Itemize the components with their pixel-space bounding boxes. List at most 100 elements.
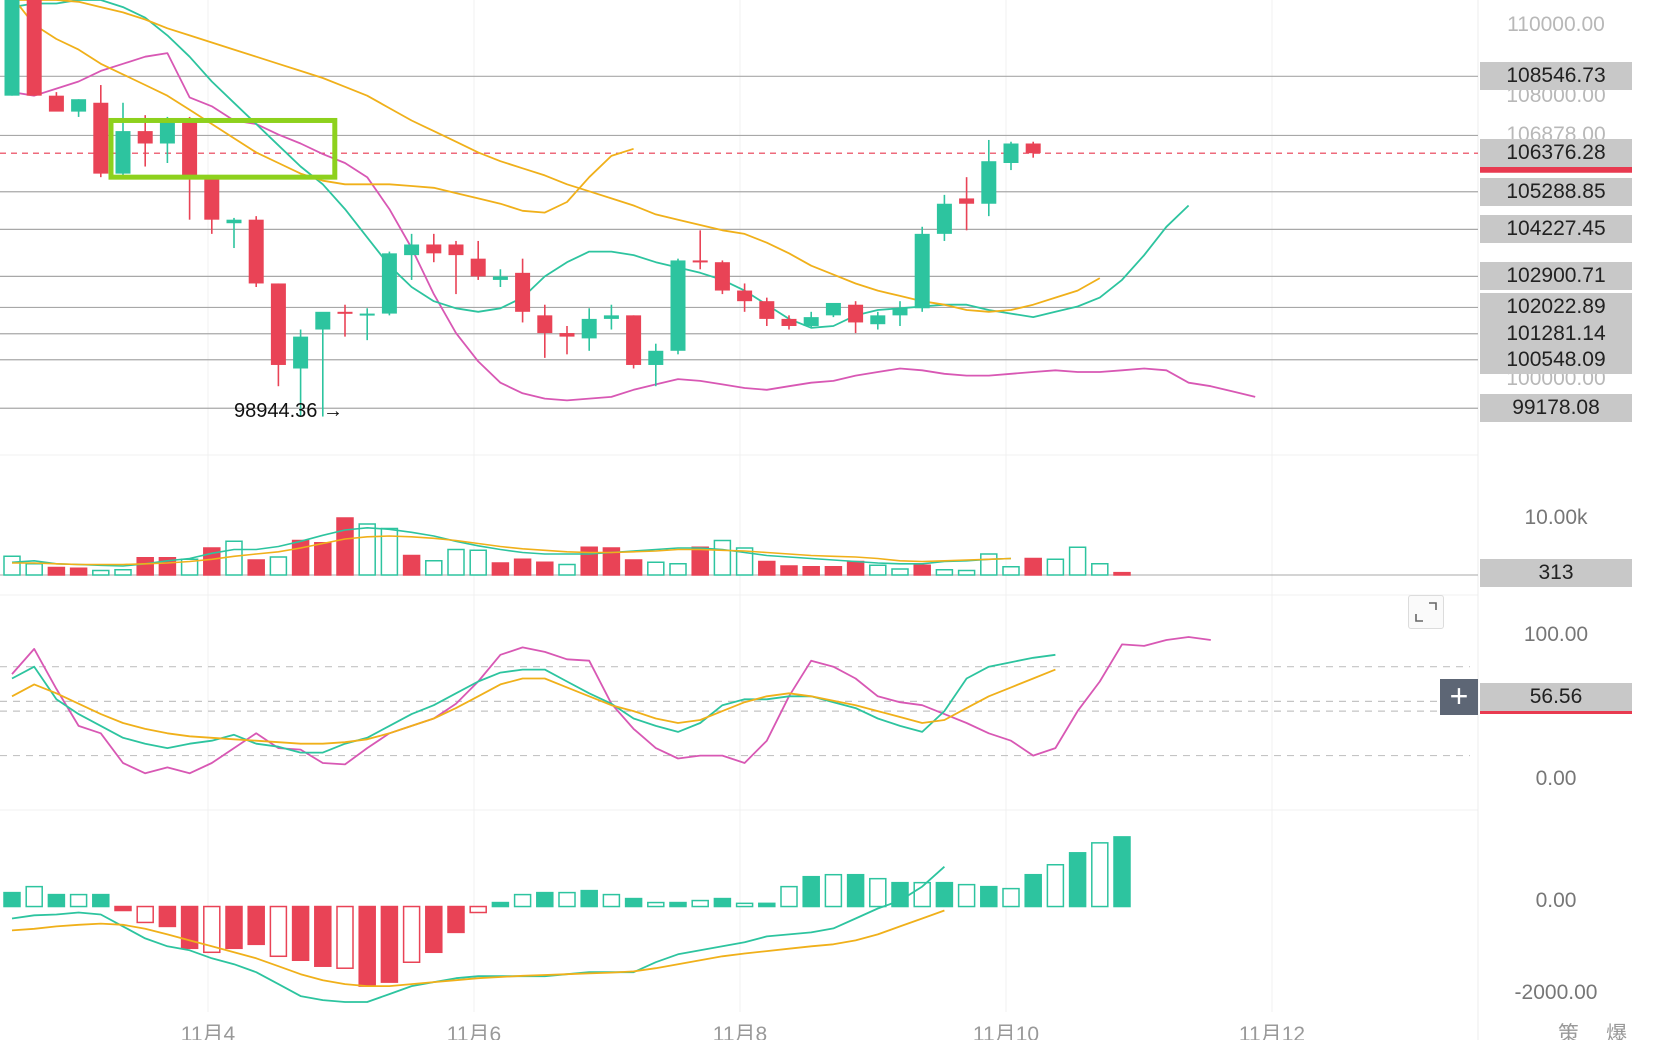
macd-bar-7 [158, 905, 177, 928]
volume-bar-20 [447, 548, 465, 576]
candle-3 [71, 99, 87, 117]
candle-10 [226, 217, 242, 249]
volume-bar-13 [291, 539, 310, 576]
price-indicator-line-2 [12, 0, 1101, 313]
candle-30 [670, 258, 686, 355]
volume-bar-16 [358, 523, 376, 576]
candle-body-29 [648, 350, 664, 365]
candle-32 [714, 260, 730, 295]
volume-bar-24 [536, 561, 554, 576]
macd-bar-20 [447, 905, 465, 934]
volume-bar-40 [891, 568, 909, 576]
candle-body-36 [803, 317, 819, 326]
candle-20 [448, 240, 464, 295]
volume-bar-45 [1002, 566, 1020, 576]
candle-body-19 [426, 244, 442, 254]
corner-label-1[interactable]: 策 [1558, 1023, 1579, 1040]
grid-layer [0, 0, 1479, 1040]
date-label-3: 11月10 [972, 1023, 1040, 1040]
candle-40 [892, 301, 908, 326]
candle-body-46 [1025, 143, 1041, 154]
level-price-tag-5: 101281.14 [1480, 319, 1632, 348]
macd-bar-14 [314, 905, 332, 967]
volume-bar-19 [425, 560, 443, 576]
candle-body-6 [137, 131, 153, 144]
macd-bar-6 [136, 905, 154, 924]
volume-bar-22 [491, 562, 510, 576]
volume-pane [0, 517, 1478, 576]
candle-body-14 [315, 311, 331, 330]
candle-body-26 [581, 318, 597, 339]
crosshair-add-button[interactable]: + [1440, 679, 1478, 715]
volume-bar-42 [935, 569, 954, 576]
macd-bar-13 [291, 905, 310, 962]
candle-body-17 [381, 253, 397, 314]
price-axis-tick-0: 110000.00 [1507, 12, 1605, 36]
macd-bar-1 [25, 885, 43, 908]
candle-8 [182, 116, 198, 220]
candles [4, 0, 1041, 417]
candle-7 [159, 116, 175, 163]
volume-bar-50 [1113, 571, 1131, 576]
candle-body-20 [448, 244, 464, 256]
candle-body-11 [248, 219, 264, 284]
candle-body-37 [825, 302, 841, 316]
level-price-tag-1: 105288.85 [1480, 177, 1632, 206]
candle-body-16 [359, 313, 375, 316]
candle-43 [959, 177, 975, 231]
level-price-tag-7: 99178.08 [1480, 394, 1632, 423]
macd-bar-35 [780, 885, 798, 908]
macd-bar-25 [558, 891, 576, 908]
candle-body-33 [737, 290, 753, 302]
expand-icon[interactable] [1408, 595, 1444, 629]
candle-body-4 [93, 102, 109, 174]
candle-34 [759, 297, 775, 326]
candle-46 [1025, 141, 1041, 158]
macd-bar-42 [935, 881, 954, 908]
oscillator-line-1 [11, 653, 1056, 754]
candle-22 [492, 269, 508, 288]
candle-body-44 [981, 161, 997, 204]
volume-bar-12 [269, 556, 288, 576]
volume-bar-4 [92, 569, 110, 576]
level-price-tag-6: 100548.09 [1480, 345, 1632, 374]
candle-42 [936, 194, 952, 241]
volume-bar-34 [758, 560, 776, 576]
candle-38 [848, 301, 864, 334]
price-indicator-line-3 [13, 0, 634, 214]
candle-body-10 [226, 219, 242, 224]
macd-bar-39 [869, 877, 887, 908]
candle-37 [825, 302, 841, 318]
candle-2 [48, 92, 64, 112]
macd-bar-15 [336, 905, 354, 969]
macd-bar-29 [647, 901, 665, 908]
candle-body-3 [71, 99, 87, 112]
macd-bar-50 [1113, 836, 1131, 908]
candle-body-23 [515, 272, 531, 312]
level-price-tag-3: 102900.71 [1480, 262, 1632, 291]
macd-bar-43 [957, 883, 976, 908]
macd-bar-3 [69, 893, 88, 908]
current-price-tag: 106376.28 [1480, 139, 1632, 171]
volume-bar-38 [846, 560, 865, 576]
price-indicator-lines [11, 0, 1256, 402]
volume-bar-29 [647, 561, 665, 576]
candle-body-31 [692, 260, 708, 263]
candle-21 [470, 240, 486, 280]
macd-pane [3, 836, 1131, 1003]
candle-body-1 [26, 0, 42, 96]
candle-41 [914, 226, 930, 312]
candle-9 [204, 177, 220, 234]
candle-33 [737, 283, 753, 312]
volume-ma-1 [12, 535, 1012, 566]
macd-bar-32 [713, 897, 732, 908]
volume-ma-0 [11, 526, 1012, 567]
candle-11 [248, 216, 264, 288]
corner-label-2[interactable]: 爆 [1606, 1023, 1627, 1040]
macd-bar-47 [1046, 863, 1065, 908]
volume-bar-46 [1024, 557, 1042, 576]
arrow-right-icon: → [322, 400, 343, 422]
macd-bar-19 [425, 905, 443, 954]
expand-glyph [1415, 602, 1437, 622]
